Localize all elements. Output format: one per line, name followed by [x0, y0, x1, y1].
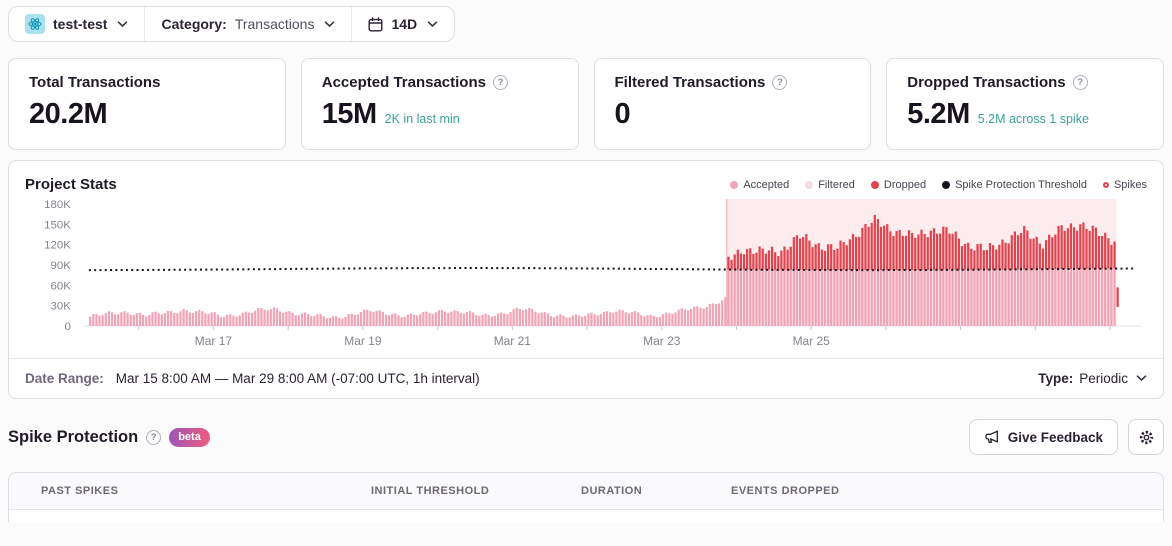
legend-item-spikes[interactable]: Spikes — [1102, 179, 1147, 191]
svg-text:60K: 60K — [51, 280, 72, 292]
column-header-duration: DURATION — [581, 485, 643, 497]
project-name: test-test — [53, 16, 108, 32]
table-row[interactable] — [9, 510, 1163, 522]
category-selector[interactable]: Category: Transactions — [144, 7, 351, 41]
megaphone-icon — [984, 429, 1000, 445]
date-range-selector[interactable]: 14D — [351, 7, 454, 41]
category-value: Transactions — [234, 16, 315, 32]
filtered-dot-icon — [805, 180, 814, 189]
card-title: Accepted Transactions — [321, 74, 486, 91]
project-platform-icon — [25, 14, 45, 34]
project-selector[interactable]: test-test — [9, 7, 144, 41]
card-value: 20.2M — [29, 98, 108, 130]
help-icon[interactable] — [1072, 75, 1088, 90]
card-subtext: 2K in last min — [384, 112, 460, 126]
card-dropped-transactions: Dropped Transactions 5.2M 5.2M across 1 … — [886, 58, 1164, 150]
date-range-value: 14D — [391, 16, 418, 32]
type-value: Periodic — [1079, 371, 1128, 386]
chevron-down-icon — [324, 20, 335, 28]
card-title: Filtered Transactions — [614, 74, 766, 91]
threshold-dot-icon — [942, 180, 951, 189]
chart-legend: Accepted Filtered Dropped Spike Protecti… — [730, 179, 1147, 191]
chevron-down-icon — [1136, 375, 1147, 382]
type-selector[interactable]: Type: Periodic — [1038, 371, 1147, 386]
page-filters-bar: test-test Category: Transactions 14D — [8, 6, 456, 42]
legend-item-filtered[interactable]: Filtered — [805, 179, 855, 191]
give-feedback-button[interactable]: Give Feedback — [968, 419, 1118, 455]
svg-text:180K: 180K — [44, 199, 71, 211]
card-value: 15M — [321, 98, 377, 130]
help-icon[interactable] — [492, 75, 508, 90]
legend-item-accepted[interactable]: Accepted — [730, 179, 789, 191]
category-label: Category: — [161, 16, 227, 32]
spikes-ring-icon — [1102, 181, 1109, 188]
card-subtext: 5.2M across 1 spike — [977, 112, 1089, 126]
settings-button[interactable] — [1128, 419, 1164, 455]
svg-text:30K: 30K — [51, 301, 72, 313]
dropped-dot-icon — [870, 180, 879, 189]
chevron-down-icon — [117, 20, 128, 28]
project-stats-card: Project Stats Accepted Filtered Dropped … — [8, 160, 1164, 399]
give-feedback-label: Give Feedback — [1007, 429, 1103, 445]
calendar-icon — [368, 16, 383, 32]
card-title: Total Transactions — [29, 74, 161, 91]
card-value: 0 — [614, 98, 631, 130]
beta-badge: beta — [169, 427, 210, 447]
spike-protection-header: Spike Protection beta Give Feedback — [8, 419, 1164, 455]
help-icon[interactable] — [146, 429, 162, 445]
svg-text:Mar 25: Mar 25 — [793, 334, 831, 348]
svg-text:Mar 21: Mar 21 — [494, 334, 532, 348]
svg-text:Mar 17: Mar 17 — [195, 334, 233, 348]
card-accepted-transactions: Accepted Transactions 15M 2K in last min — [300, 58, 579, 150]
date-range-text: Mar 15 8:00 AM — Mar 29 8:00 AM (-07:00 … — [115, 371, 480, 386]
svg-text:Mar 19: Mar 19 — [344, 334, 382, 348]
help-icon[interactable] — [772, 75, 788, 90]
svg-text:90K: 90K — [51, 260, 72, 272]
type-label: Type: — [1038, 371, 1074, 386]
column-header-past-spikes: PAST SPIKES — [41, 485, 119, 497]
card-filtered-transactions: Filtered Transactions 0 — [593, 58, 872, 150]
table-header-row: PAST SPIKES INITIAL THRESHOLD DURATION E… — [9, 473, 1163, 510]
card-total-transactions: Total Transactions 20.2M — [8, 58, 286, 150]
card-value: 5.2M — [907, 98, 970, 130]
chart-footer: Date Range: Mar 15 8:00 AM — Mar 29 8:00… — [9, 358, 1163, 398]
date-range-label: Date Range: — [25, 371, 104, 386]
page: test-test Category: Transactions 14D Tot… — [0, 0, 1172, 522]
column-header-events-dropped: EVENTS DROPPED — [731, 485, 840, 497]
svg-text:150K: 150K — [44, 219, 71, 231]
gear-icon — [1138, 429, 1155, 446]
chevron-down-icon — [427, 20, 438, 28]
stat-cards-row: Total Transactions 20.2M Accepted Transa… — [8, 58, 1164, 150]
spike-protection-title: Spike Protection — [8, 427, 139, 446]
legend-item-dropped[interactable]: Dropped — [870, 179, 926, 191]
svg-text:Mar 23: Mar 23 — [643, 334, 681, 348]
project-stats-chart: 180K 150K 120K 90K 60K 30K 0 Mar 17 Mar 19 Mar 21… — [44, 199, 1142, 348]
accepted-dot-icon — [730, 180, 739, 189]
chart-title: Project Stats — [25, 176, 117, 193]
chart-plot-area[interactable]: 180K 150K 120K 90K 60K 30K 0 Mar 17 Mar 19 Mar 21… — [9, 195, 1163, 358]
svg-text:120K: 120K — [44, 240, 71, 252]
svg-text:0: 0 — [65, 321, 71, 333]
card-title: Dropped Transactions — [907, 74, 1066, 91]
past-spikes-table: PAST SPIKES INITIAL THRESHOLD DURATION E… — [8, 472, 1164, 522]
legend-item-threshold[interactable]: Spike Protection Threshold — [942, 179, 1087, 191]
column-header-initial-threshold: INITIAL THRESHOLD — [371, 485, 490, 497]
